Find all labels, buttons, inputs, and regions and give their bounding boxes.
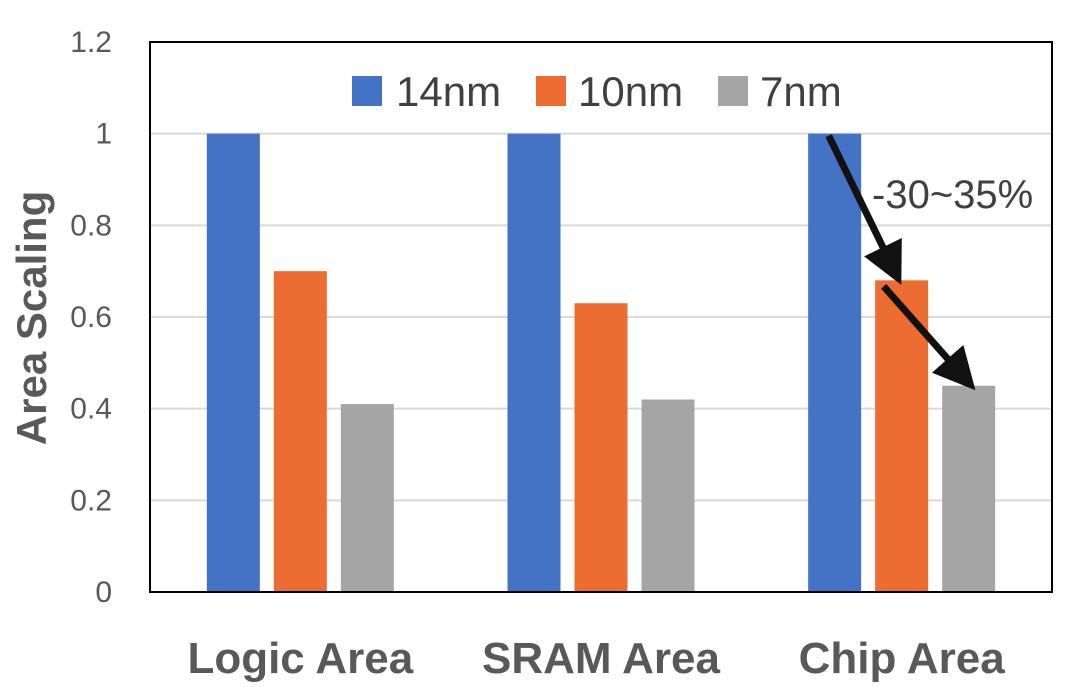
legend-label-14nm: 14nm xyxy=(396,68,501,115)
bar-10nm-chip-area xyxy=(875,280,929,592)
legend: 14nm 10nm 7nm xyxy=(352,68,842,115)
bars xyxy=(206,133,996,592)
legend-label-10nm: 10nm xyxy=(578,68,683,115)
annotation: -30~35% xyxy=(825,134,1033,391)
bar-14nm-logic-area xyxy=(206,133,260,592)
x-category-labels: Logic Area SRAM Area Chip Area xyxy=(187,634,1005,683)
y-tick-label: 0.4 xyxy=(70,393,112,426)
bar-14nm-chip-area xyxy=(808,133,862,592)
y-tick-label: 1.2 xyxy=(70,26,112,59)
plot-frame xyxy=(149,41,1053,593)
legend-swatch-7nm xyxy=(718,76,748,106)
x-category-label: Chip Area xyxy=(799,634,1006,683)
legend-label-7nm: 7nm xyxy=(760,68,842,115)
bar-7nm-logic-area xyxy=(340,404,394,592)
y-tick-label: 0.6 xyxy=(70,301,112,334)
bar-14nm-sram-area xyxy=(507,133,561,592)
x-category-label: SRAM Area xyxy=(482,634,721,683)
y-tick-label: 1 xyxy=(95,118,112,151)
x-category-label: Logic Area xyxy=(187,634,413,683)
bar-7nm-sram-area xyxy=(641,399,695,592)
bar-7nm-chip-area xyxy=(942,385,996,592)
y-tick-label: 0 xyxy=(95,576,112,609)
legend-swatch-14nm xyxy=(352,76,382,106)
bar-10nm-sram-area xyxy=(574,303,628,592)
bar-10nm-logic-area xyxy=(273,271,327,592)
legend-swatch-10nm xyxy=(536,76,566,106)
y-axis-label: Area Scaling xyxy=(8,191,55,445)
y-tick-labels: 0 0.2 0.4 0.6 0.8 1 1.2 xyxy=(70,26,112,609)
annotation-text: -30~35% xyxy=(872,173,1033,217)
arrow-14nm-to-10nm xyxy=(825,134,902,285)
y-tick-label: 0.2 xyxy=(70,484,112,517)
arrow-10nm-to-7nm xyxy=(881,284,976,391)
y-tick-label: 0.8 xyxy=(70,209,112,242)
axes xyxy=(149,41,1053,593)
